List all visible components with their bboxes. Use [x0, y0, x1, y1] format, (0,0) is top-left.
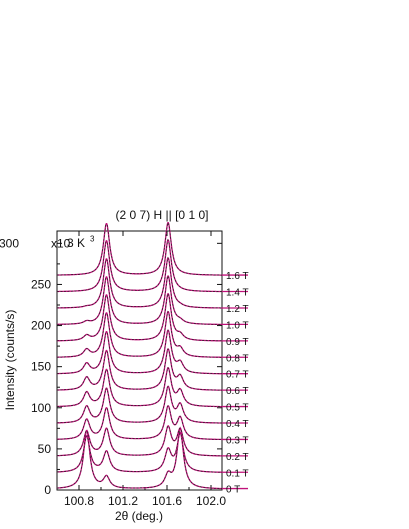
x-tick-label: 101.6 — [152, 494, 182, 508]
series-layer — [56, 222, 248, 490]
field-label: 1.2 T — [226, 304, 249, 315]
y-axis-title: Intensity (counts/s) — [3, 310, 17, 411]
series-data-points — [56, 427, 223, 489]
y-tick-label: 150 — [31, 360, 51, 374]
chart-title: (2 0 7) H || [0 1 0] — [116, 208, 209, 222]
field-label: 0 T — [226, 485, 240, 496]
plot-frame — [56, 230, 223, 491]
series-data-points — [57, 329, 222, 375]
field-label: 0.3 T — [226, 435, 249, 446]
series-data-points — [57, 432, 223, 473]
series-fit-line — [57, 275, 222, 326]
series-data-points — [56, 310, 222, 358]
temperature-annotation: 3 K — [67, 236, 85, 250]
field-label: 0.8 T — [226, 353, 249, 364]
series-data-points — [57, 238, 222, 292]
x-tick-label: 100.8 — [64, 494, 94, 508]
field-label: 0.4 T — [226, 419, 249, 430]
series-data-points — [57, 256, 222, 309]
series-data-points — [57, 366, 222, 407]
series-data-points — [57, 274, 222, 325]
x-tick-label: 101.2 — [108, 494, 138, 508]
y-tick-label: 300 — [0, 236, 19, 250]
y-tick-label: 0 — [44, 483, 51, 497]
x-axis: 100.8 101.2 101.6 102.0 — [64, 231, 226, 508]
y-tick-label: 250 — [31, 277, 51, 291]
field-labels: 0 T 0.1 T 0.2 T 0.3 T 0.4 T 0.5 T 0.6 T 0.7 T 0.… — [226, 271, 249, 495]
field-label: 0.6 T — [226, 386, 249, 397]
x-axis-title: 2θ (deg.) — [115, 509, 163, 523]
series-data-points — [56, 405, 223, 440]
series-data-points — [57, 348, 222, 391]
series-fit-line — [57, 293, 222, 342]
y-multiplier: x10 — [51, 236, 71, 250]
series-fit-line — [56, 385, 222, 424]
series-fit-line — [57, 329, 222, 375]
field-label: 1.0 T — [226, 320, 249, 331]
field-label: 1.6 T — [226, 271, 249, 282]
series-data-points — [56, 385, 222, 424]
field-label: 1.4 T — [226, 288, 249, 299]
y-tick-label: 200 — [31, 319, 51, 333]
series-data-points — [56, 425, 222, 457]
field-label: 0.7 T — [226, 370, 249, 381]
x-tick-label: 102.0 — [196, 494, 226, 508]
field-label: 0.9 T — [226, 337, 249, 348]
y-tick-label: 100 — [31, 401, 51, 415]
y-axis: 0 50 100 150 200 250 300 x10 3 — [0, 234, 222, 497]
series-fit-line — [57, 311, 222, 358]
field-label: 0.2 T — [226, 452, 249, 463]
series-data-points — [56, 292, 222, 342]
y-tick-label: 50 — [38, 442, 52, 456]
y-exponent: 3 — [90, 234, 95, 243]
field-label: 0.1 T — [226, 468, 249, 479]
series-data-points — [57, 222, 222, 276]
series-fit-line — [57, 257, 222, 309]
field-label: 0.5 T — [226, 403, 249, 414]
